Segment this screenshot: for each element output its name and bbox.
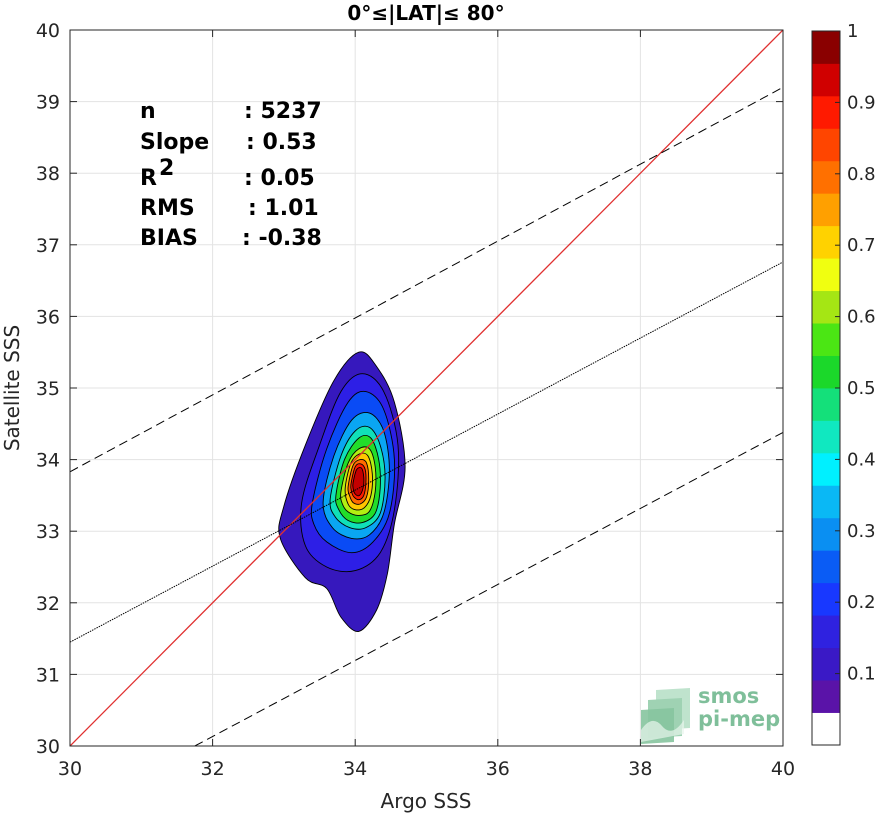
colorbar-segment <box>812 517 840 551</box>
colorbar-segment <box>812 193 840 227</box>
x-tick-label: 38 <box>628 758 652 780</box>
colorbar-segment <box>812 420 840 454</box>
colorbar-tick-label: 0.7 <box>847 235 876 256</box>
colorbar-segment <box>812 323 840 356</box>
stat-value-r: : 0.05 <box>244 166 315 191</box>
colorbar-tick-label: 0.5 <box>847 378 876 399</box>
regression-line <box>70 261 783 643</box>
colorbar-tick-label: 0.1 <box>847 664 876 685</box>
colorbar-segment <box>812 647 840 681</box>
y-tick-label: 35 <box>36 378 60 400</box>
y-tick-label: 39 <box>36 92 60 114</box>
colorbar-segment <box>812 712 840 746</box>
density-contours <box>278 351 406 632</box>
colorbar-segment <box>812 485 840 519</box>
y-tick-label: 30 <box>36 736 60 758</box>
stat-name-r: R <box>140 166 157 191</box>
x-axis-label: Argo SSS <box>381 789 472 813</box>
y-tick-label: 40 <box>36 20 60 42</box>
chart-title: 0°≤|LAT|≤ 80° <box>347 1 504 25</box>
stat-value-slope: : 0.53 <box>246 130 317 155</box>
colorbar-segment <box>812 355 840 389</box>
stat-name-bias: BIAS <box>140 226 198 251</box>
x-tick-label: 36 <box>486 758 510 780</box>
y-tick-label: 31 <box>36 664 60 686</box>
reference-lines <box>70 30 783 746</box>
grid <box>69 29 784 747</box>
colorbar-tick-label: 0.4 <box>847 449 876 470</box>
x-tick-labels: 30 32 34 36 38 40 <box>58 758 795 780</box>
colorbar-segment <box>812 95 840 129</box>
y-tick-label: 36 <box>36 306 60 328</box>
colorbar-tick-label: 0.3 <box>847 521 876 542</box>
logo-mark-icon <box>641 688 690 744</box>
colorbar-segment <box>812 388 840 421</box>
x-tick-label: 40 <box>771 758 795 780</box>
colorbar-segment <box>812 290 840 324</box>
colorbar-segment <box>812 582 840 616</box>
y-axis-label: Satellite SSS <box>0 325 24 451</box>
axis-ticks <box>69 29 784 747</box>
regression-plus-2rms-line <box>70 86 783 473</box>
stat-value-rms: : 1.01 <box>248 196 319 221</box>
y-tick-label: 34 <box>36 450 60 472</box>
colorbar-tick-label: 0.2 <box>847 592 876 613</box>
y-tick-labels: 30 31 32 33 34 35 36 37 38 39 40 <box>36 20 60 758</box>
colorbar-tick-label: 0.9 <box>847 92 876 113</box>
logo-line1: smos <box>698 684 759 708</box>
colorbar-tick-label: 0.6 <box>847 307 876 328</box>
y-tick-label: 32 <box>36 593 60 615</box>
colorbar <box>811 30 841 746</box>
colorbar-segment <box>812 615 840 649</box>
colorbar-segment <box>812 160 840 194</box>
colorbar-segment <box>812 680 840 713</box>
statistics-box: n : 5237 Slope : 0.53 R 2 : 0.05 RMS : 1.01 BIAS:… <box>140 99 322 251</box>
contour-level-1 <box>352 466 365 497</box>
colorbar-segment <box>812 31 840 64</box>
colorbar-tick-labels: 0.1 0.2 0.3 0.4 0.5 0.6 0.7 0.8 0.9 1 <box>847 21 876 685</box>
colorbar-segment <box>812 258 840 292</box>
y-tick-label: 38 <box>36 163 60 185</box>
colorbar-segment <box>812 63 840 97</box>
smos-pi-mep-logo: smos pi-mep <box>641 684 780 744</box>
colorbar-tick-label: 1 <box>847 21 858 42</box>
stat-name-rms: RMS <box>140 196 195 221</box>
x-tick-label: 30 <box>58 758 82 780</box>
logo-line2: pi-mep <box>698 707 780 731</box>
x-tick-label: 32 <box>201 758 225 780</box>
y-tick-label: 33 <box>36 521 60 543</box>
colorbar-segment <box>812 452 840 486</box>
stat-value-n: : 5237 <box>244 99 322 124</box>
stat-name-slope: Slope <box>140 130 209 155</box>
colorbar-segment <box>812 225 840 259</box>
stat-name-n: n <box>140 99 156 124</box>
one-to-one-line <box>70 30 783 746</box>
stat-name-superscript: 2 <box>159 156 174 181</box>
colorbar-segment <box>812 550 840 584</box>
x-tick-label: 34 <box>343 758 367 780</box>
y-tick-label: 37 <box>36 235 60 257</box>
colorbar-segment <box>812 128 840 162</box>
stat-value-bias: : -0.38 <box>242 226 322 251</box>
colorbar-tick-label: 0.8 <box>847 164 876 185</box>
